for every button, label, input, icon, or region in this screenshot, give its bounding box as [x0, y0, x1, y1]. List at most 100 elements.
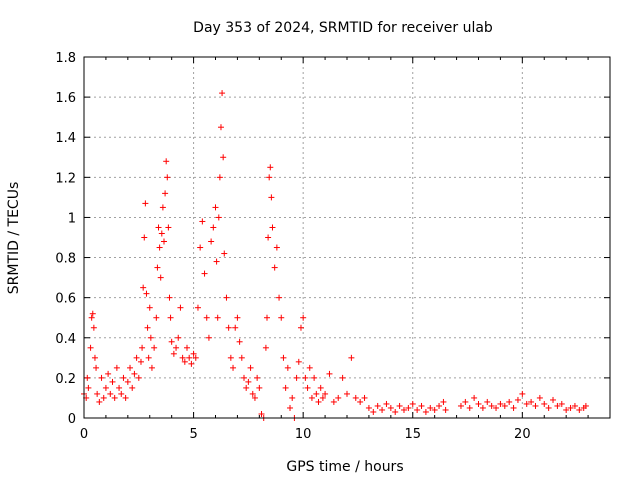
data-point — [203, 314, 210, 321]
data-point — [287, 404, 294, 411]
data-point — [383, 400, 390, 407]
data-point — [140, 284, 147, 291]
data-point — [352, 394, 359, 401]
data-point — [545, 404, 552, 411]
data-point — [94, 390, 101, 397]
data-point — [194, 304, 201, 311]
data-point — [297, 324, 304, 331]
data-point — [523, 400, 530, 407]
data-point — [256, 384, 263, 391]
data-point — [142, 200, 149, 207]
x-axis-ticks: 0 5 10 15 20 — [80, 57, 611, 442]
data-point — [167, 314, 174, 321]
data-point — [162, 190, 169, 197]
data-point — [339, 374, 346, 381]
data-point — [315, 398, 322, 405]
data-point — [269, 224, 276, 231]
data-point — [223, 294, 230, 301]
data-point — [216, 174, 223, 181]
data-point — [266, 174, 273, 181]
data-point — [479, 404, 486, 411]
data-point — [85, 384, 92, 391]
data-point — [170, 350, 177, 357]
data-point — [133, 354, 140, 361]
data-point — [567, 404, 574, 411]
data-point — [247, 364, 254, 371]
data-point — [558, 400, 565, 407]
data-point — [311, 374, 318, 381]
data-point — [427, 404, 434, 411]
data-point — [120, 374, 127, 381]
y-tick-label: 0.4 — [55, 332, 76, 347]
data-point — [122, 394, 129, 401]
y-axis-title: SRMTID / TECUs — [6, 182, 22, 295]
data-point — [219, 90, 226, 97]
data-point — [422, 408, 429, 415]
data-point — [139, 344, 146, 351]
data-point — [238, 354, 245, 361]
data-point — [186, 354, 193, 361]
data-point — [135, 374, 142, 381]
data-point — [240, 374, 247, 381]
data-point — [205, 334, 212, 341]
data-point — [264, 314, 271, 321]
data-point — [528, 398, 535, 405]
data-point — [405, 404, 412, 411]
data-point — [217, 124, 224, 131]
data-point — [442, 406, 449, 413]
data-point — [146, 304, 153, 311]
data-point — [165, 224, 172, 231]
data-point — [163, 158, 170, 165]
data-point — [199, 218, 206, 225]
data-point — [160, 238, 167, 245]
data-point — [550, 396, 557, 403]
data-point — [230, 364, 237, 371]
data-point — [554, 402, 561, 409]
data-point — [488, 402, 495, 409]
data-point — [157, 274, 164, 281]
data-point — [536, 394, 543, 401]
data-point — [400, 406, 407, 413]
data-point — [519, 390, 526, 397]
data-point — [90, 324, 97, 331]
data-point — [308, 394, 315, 401]
y-tick-label: 0.2 — [55, 372, 76, 387]
data-point — [118, 390, 125, 397]
data-point — [159, 204, 166, 211]
data-point — [361, 394, 368, 401]
data-point — [155, 224, 162, 231]
data-point — [164, 174, 171, 181]
data-point — [197, 244, 204, 251]
data-point — [506, 398, 513, 405]
data-point — [357, 398, 364, 405]
data-point — [493, 404, 500, 411]
data-point — [88, 314, 95, 321]
data-point — [227, 354, 234, 361]
x-axis-title: GPS time / hours — [286, 459, 403, 475]
data-point — [273, 244, 280, 251]
data-point — [284, 364, 291, 371]
data-point — [156, 244, 163, 251]
data-point — [144, 324, 151, 331]
plot-frame — [83, 56, 611, 419]
data-point — [379, 406, 386, 413]
data-point — [300, 314, 307, 321]
data-point — [268, 194, 275, 201]
data-point — [319, 394, 326, 401]
data-point — [214, 314, 221, 321]
data-point — [409, 400, 416, 407]
data-point — [532, 402, 539, 409]
data-point — [335, 394, 342, 401]
data-point — [129, 384, 136, 391]
data-point — [234, 314, 241, 321]
data-point — [188, 360, 195, 367]
data-point — [124, 378, 131, 385]
data-point — [137, 358, 144, 365]
data-point — [102, 384, 109, 391]
data-point — [302, 374, 309, 381]
data-point — [313, 390, 320, 397]
data-point — [98, 374, 105, 381]
data-point — [173, 344, 180, 351]
data-point — [111, 394, 118, 401]
